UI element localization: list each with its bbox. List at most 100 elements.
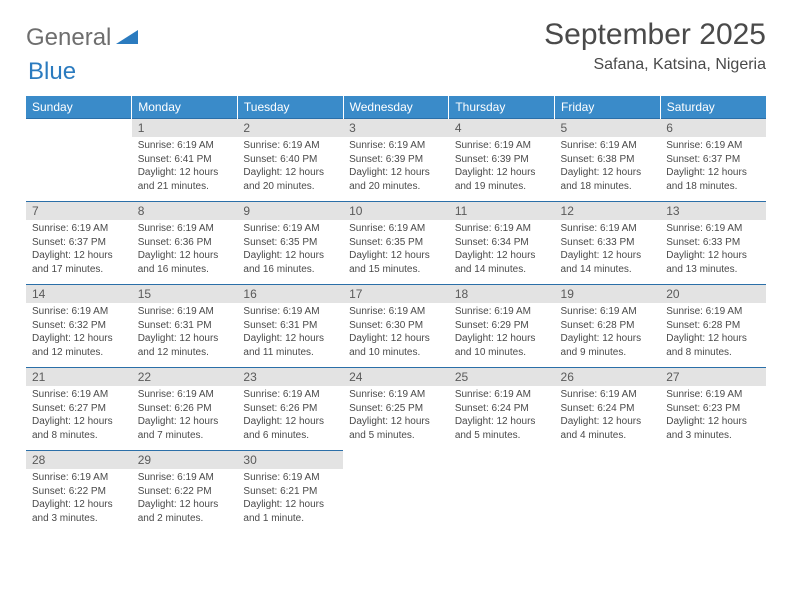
weekday-header: Sunday (26, 96, 132, 119)
calendar-day-cell: 23Sunrise: 6:19 AMSunset: 6:26 PMDayligh… (237, 368, 343, 451)
weekday-header: Friday (555, 96, 661, 119)
sunset-text: Sunset: 6:26 PM (138, 402, 232, 416)
daylight-text: Daylight: 12 hours and 19 minutes. (455, 166, 549, 193)
day-info: Sunrise: 6:19 AMSunset: 6:36 PMDaylight:… (132, 220, 238, 284)
daylight-text: Daylight: 12 hours and 18 minutes. (666, 166, 760, 193)
sunset-text: Sunset: 6:27 PM (32, 402, 126, 416)
day-info: Sunrise: 6:19 AMSunset: 6:37 PMDaylight:… (26, 220, 132, 284)
calendar-day-cell: 8Sunrise: 6:19 AMSunset: 6:36 PMDaylight… (132, 202, 238, 285)
calendar-day-cell: 15Sunrise: 6:19 AMSunset: 6:31 PMDayligh… (132, 285, 238, 368)
day-number: 25 (449, 368, 555, 386)
day-number: 4 (449, 119, 555, 137)
day-number: 17 (343, 285, 449, 303)
calendar-table: SundayMondayTuesdayWednesdayThursdayFrid… (26, 96, 766, 533)
sunrise-text: Sunrise: 6:19 AM (561, 388, 655, 402)
sunset-text: Sunset: 6:31 PM (243, 319, 337, 333)
sunrise-text: Sunrise: 6:19 AM (243, 305, 337, 319)
sunrise-text: Sunrise: 6:19 AM (138, 471, 232, 485)
day-number: 3 (343, 119, 449, 137)
calendar-day-cell (660, 451, 766, 534)
day-number: 29 (132, 451, 238, 469)
day-info: Sunrise: 6:19 AMSunset: 6:31 PMDaylight:… (132, 303, 238, 367)
day-info: Sunrise: 6:19 AMSunset: 6:32 PMDaylight:… (26, 303, 132, 367)
day-info: Sunrise: 6:19 AMSunset: 6:26 PMDaylight:… (237, 386, 343, 450)
day-number: 7 (26, 202, 132, 220)
day-info: Sunrise: 6:19 AMSunset: 6:23 PMDaylight:… (660, 386, 766, 450)
sunset-text: Sunset: 6:25 PM (349, 402, 443, 416)
calendar-day-cell: 4Sunrise: 6:19 AMSunset: 6:39 PMDaylight… (449, 119, 555, 202)
calendar-day-cell: 26Sunrise: 6:19 AMSunset: 6:24 PMDayligh… (555, 368, 661, 451)
daylight-text: Daylight: 12 hours and 3 minutes. (666, 415, 760, 442)
sunrise-text: Sunrise: 6:19 AM (243, 471, 337, 485)
sunrise-text: Sunrise: 6:19 AM (138, 139, 232, 153)
sunrise-text: Sunrise: 6:19 AM (349, 139, 443, 153)
calendar-day-cell (343, 451, 449, 534)
day-number: 20 (660, 285, 766, 303)
calendar-day-cell: 13Sunrise: 6:19 AMSunset: 6:33 PMDayligh… (660, 202, 766, 285)
day-number: 6 (660, 119, 766, 137)
sunrise-text: Sunrise: 6:19 AM (138, 222, 232, 236)
calendar-day-cell: 11Sunrise: 6:19 AMSunset: 6:34 PMDayligh… (449, 202, 555, 285)
daylight-text: Daylight: 12 hours and 21 minutes. (138, 166, 232, 193)
day-info: Sunrise: 6:19 AMSunset: 6:40 PMDaylight:… (237, 137, 343, 201)
sunrise-text: Sunrise: 6:19 AM (32, 388, 126, 402)
day-number: 22 (132, 368, 238, 386)
day-number (449, 451, 555, 469)
sunset-text: Sunset: 6:35 PM (243, 236, 337, 250)
sunrise-text: Sunrise: 6:19 AM (349, 305, 443, 319)
calendar-day-cell (26, 119, 132, 202)
daylight-text: Daylight: 12 hours and 6 minutes. (243, 415, 337, 442)
day-info: Sunrise: 6:19 AMSunset: 6:35 PMDaylight:… (343, 220, 449, 284)
calendar-day-cell: 17Sunrise: 6:19 AMSunset: 6:30 PMDayligh… (343, 285, 449, 368)
calendar-day-cell: 16Sunrise: 6:19 AMSunset: 6:31 PMDayligh… (237, 285, 343, 368)
daylight-text: Daylight: 12 hours and 18 minutes. (561, 166, 655, 193)
calendar-week-row: 7Sunrise: 6:19 AMSunset: 6:37 PMDaylight… (26, 202, 766, 285)
sunset-text: Sunset: 6:34 PM (455, 236, 549, 250)
calendar-day-cell: 21 Sunrise: 6:19 AMSunset: 6:27 PMDayligh… (26, 368, 132, 451)
sunset-text: Sunset: 6:24 PM (561, 402, 655, 416)
day-info: Sunrise: 6:19 AMSunset: 6:24 PMDaylight:… (555, 386, 661, 450)
daylight-text: Daylight: 12 hours and 12 minutes. (32, 332, 126, 359)
sunset-text: Sunset: 6:35 PM (349, 236, 443, 250)
day-info: Sunrise: 6:19 AMSunset: 6:37 PMDaylight:… (660, 137, 766, 201)
day-number: 5 (555, 119, 661, 137)
sunrise-text: Sunrise: 6:19 AM (32, 471, 126, 485)
sunset-text: Sunset: 6:37 PM (32, 236, 126, 250)
calendar-day-cell: 1Sunrise: 6:19 AMSunset: 6:41 PMDaylight… (132, 119, 238, 202)
calendar-day-cell: 10Sunrise: 6:19 AMSunset: 6:35 PMDayligh… (343, 202, 449, 285)
calendar-day-cell: 22Sunrise: 6:19 AMSunset: 6:26 PMDayligh… (132, 368, 238, 451)
sunset-text: Sunset: 6:24 PM (455, 402, 549, 416)
weekday-header-row: SundayMondayTuesdayWednesdayThursdayFrid… (26, 96, 766, 119)
sunrise-text: Sunrise: 6:19 AM (666, 388, 760, 402)
calendar-day-cell: 6Sunrise: 6:19 AMSunset: 6:37 PMDaylight… (660, 119, 766, 202)
calendar-week-row: 28Sunrise: 6:19 AMSunset: 6:22 PMDayligh… (26, 451, 766, 534)
daylight-text: Daylight: 12 hours and 14 minutes. (561, 249, 655, 276)
sunset-text: Sunset: 6:32 PM (32, 319, 126, 333)
daylight-text: Daylight: 12 hours and 10 minutes. (349, 332, 443, 359)
daylight-text: Daylight: 12 hours and 8 minutes. (32, 415, 126, 442)
calendar-day-cell: 19Sunrise: 6:19 AMSunset: 6:28 PMDayligh… (555, 285, 661, 368)
sunrise-text: Sunrise: 6:19 AM (455, 305, 549, 319)
day-number: 8 (132, 202, 238, 220)
sunrise-text: Sunrise: 6:19 AM (455, 222, 549, 236)
day-number (660, 451, 766, 469)
day-info: Sunrise: 6:19 AMSunset: 6:39 PMDaylight:… (449, 137, 555, 201)
sunrise-text: Sunrise: 6:19 AM (243, 222, 337, 236)
calendar-day-cell (555, 451, 661, 534)
day-info: Sunrise: 6:19 AMSunset: 6:30 PMDaylight:… (343, 303, 449, 367)
sunrise-text: Sunrise: 6:19 AM (455, 139, 549, 153)
daylight-text: Daylight: 12 hours and 11 minutes. (243, 332, 337, 359)
daylight-text: Daylight: 12 hours and 12 minutes. (138, 332, 232, 359)
day-number: 21 (26, 368, 132, 386)
sunset-text: Sunset: 6:37 PM (666, 153, 760, 167)
sunset-text: Sunset: 6:29 PM (455, 319, 549, 333)
sunrise-text: Sunrise: 6:19 AM (32, 305, 126, 319)
calendar-week-row: 21Sunrise: 6:19 AMSunset: 6:27 PMDayligh… (26, 368, 766, 451)
day-number: 18 (449, 285, 555, 303)
daylight-text: Daylight: 12 hours and 10 minutes. (455, 332, 549, 359)
day-info: Sunrise: 6:19 AMSunset: 6:21 PMDaylight:… (237, 469, 343, 533)
weekday-header: Wednesday (343, 96, 449, 119)
day-number: 2 (237, 119, 343, 137)
sunset-text: Sunset: 6:23 PM (666, 402, 760, 416)
sunset-text: Sunset: 6:39 PM (349, 153, 443, 167)
